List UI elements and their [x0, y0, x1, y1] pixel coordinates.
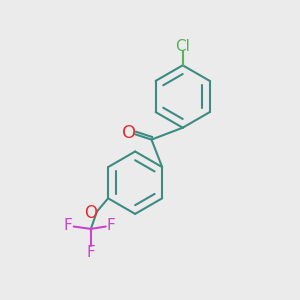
Text: F: F: [86, 244, 95, 260]
Text: O: O: [84, 204, 98, 222]
Text: Cl: Cl: [175, 39, 190, 54]
Text: F: F: [64, 218, 73, 233]
Text: F: F: [107, 218, 116, 233]
Text: O: O: [122, 124, 136, 142]
